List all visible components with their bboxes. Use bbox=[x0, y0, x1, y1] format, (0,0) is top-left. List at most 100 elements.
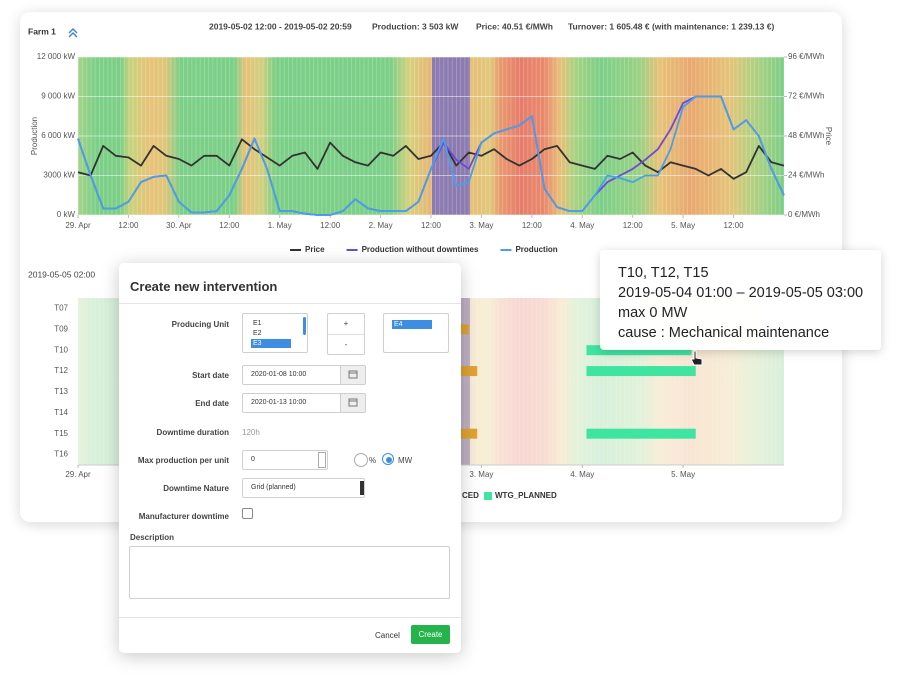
y2-tick-label: 72 €/MWh bbox=[788, 92, 824, 101]
modal-title: Create new intervention bbox=[130, 279, 278, 294]
unit-option[interactable]: E4 bbox=[392, 320, 432, 329]
label: Downtime duration bbox=[156, 428, 229, 437]
description-textarea[interactable] bbox=[129, 546, 450, 599]
x-tick-label: 30. Apr bbox=[166, 221, 192, 230]
tooltip: T10, T12, T15 2019-05-04 01:00 – 2019-05… bbox=[600, 250, 881, 350]
x-tick-label: 12:00 bbox=[320, 221, 341, 230]
x-tick-label: 12:00 bbox=[421, 221, 442, 230]
x-tick-label: 29. Apr bbox=[65, 470, 91, 479]
x-tick-label: 29. Apr bbox=[65, 221, 91, 230]
available-units[interactable]: E1 E2 E3 bbox=[242, 313, 308, 353]
start-date-input[interactable]: 2020-01-08 10:00 bbox=[242, 365, 342, 385]
scrollbar[interactable] bbox=[303, 317, 306, 335]
checkbox[interactable] bbox=[242, 508, 253, 519]
max-production-input[interactable]: 0 bbox=[242, 450, 328, 470]
x-tick-label: 12:00 bbox=[623, 221, 644, 230]
collapse-icon[interactable] bbox=[68, 28, 78, 38]
row-label: T16 bbox=[54, 450, 68, 459]
x-tick-label: 5. May bbox=[671, 221, 695, 230]
downtime-bar bbox=[586, 428, 696, 439]
y-tick-label: 12 000 kW bbox=[37, 52, 76, 61]
downtime-bar bbox=[586, 366, 696, 377]
row-label: T15 bbox=[54, 429, 68, 438]
legend-label: Production bbox=[515, 245, 557, 254]
tooltip-max: max 0 MW bbox=[618, 305, 688, 321]
intervention-modal: Create new intervention Producing Unit E… bbox=[119, 263, 461, 653]
header-production: Production: 3 503 kW bbox=[372, 21, 459, 31]
move-buttons: + - bbox=[327, 313, 365, 355]
y-tick-label: 6 000 kW bbox=[41, 131, 75, 140]
row-label: T13 bbox=[54, 387, 68, 396]
x-tick-label: 1. May bbox=[268, 221, 292, 230]
label: Producing Unit bbox=[171, 320, 229, 329]
y-tick-label: 9 000 kW bbox=[41, 92, 75, 101]
downtime-bar bbox=[456, 324, 469, 335]
header-turnover: Turnover: 1 605.48 € (with maintenance: … bbox=[568, 21, 774, 31]
x-tick-label: 4. May bbox=[570, 221, 594, 230]
unit-option[interactable]: E2 bbox=[253, 330, 262, 337]
header-period: 2019-05-02 12:00 - 2019-05-02 20:59 bbox=[209, 21, 352, 31]
row-label: T12 bbox=[54, 366, 68, 375]
cursor bbox=[690, 350, 703, 366]
x-tick-label: 2. May bbox=[369, 221, 393, 230]
radio-label: MW bbox=[398, 456, 413, 465]
row-label: T14 bbox=[54, 408, 68, 417]
tooltip-period: 2019-05-04 01:00 – 2019-05-05 03:00 bbox=[618, 285, 864, 301]
spinner[interactable] bbox=[318, 452, 326, 468]
y-axis-title: Production bbox=[30, 117, 39, 155]
x-tick-label: 12:00 bbox=[118, 221, 139, 230]
downtime-bar bbox=[456, 428, 478, 439]
end-date-input[interactable]: 2020-01-13 10:00 bbox=[242, 393, 342, 413]
radio-label: % bbox=[369, 456, 377, 465]
series-line bbox=[77, 95, 785, 216]
label: Description bbox=[130, 533, 175, 542]
row-label: T09 bbox=[54, 324, 68, 333]
label: End date bbox=[195, 399, 229, 408]
farm-name: Farm 1 bbox=[28, 26, 56, 36]
remove-button[interactable]: - bbox=[344, 340, 348, 349]
x-tick-label: 4. May bbox=[570, 470, 594, 479]
downtime-bar bbox=[456, 366, 478, 377]
unit-option[interactable]: E1 bbox=[253, 320, 262, 327]
label: Start date bbox=[192, 371, 229, 380]
y2-tick-label: 48 €/MWh bbox=[788, 131, 824, 140]
x-tick-label: 3. May bbox=[469, 221, 493, 230]
selected-units[interactable]: E4 bbox=[383, 313, 449, 353]
y-tick-label: 3000 kW bbox=[43, 171, 75, 180]
tooltip-cause: cause : Mechanical maintenance bbox=[618, 325, 830, 341]
x-tick-label: 12:00 bbox=[219, 221, 240, 230]
calendar-button[interactable] bbox=[340, 393, 366, 413]
row-label: T10 bbox=[54, 345, 68, 354]
legend-label: Production without downtimes bbox=[362, 245, 479, 254]
label: Max production per unit bbox=[137, 456, 229, 465]
row-label: T07 bbox=[54, 304, 68, 313]
add-button[interactable]: + bbox=[328, 314, 364, 335]
calendar-button[interactable] bbox=[340, 365, 366, 385]
legend-label: CED bbox=[462, 491, 479, 500]
select-arrow bbox=[360, 481, 364, 495]
nature-select[interactable]: Grid (planned) bbox=[242, 478, 365, 498]
separator bbox=[119, 303, 461, 304]
y2-tick-label: 96 €/MWh bbox=[788, 52, 824, 61]
x-tick-label: 5. May bbox=[671, 470, 695, 479]
separator bbox=[119, 617, 461, 618]
x-tick-label: 3. May bbox=[469, 470, 493, 479]
radio-checked[interactable] bbox=[382, 453, 394, 465]
series-line bbox=[77, 138, 785, 180]
label: Manufacturer downtime bbox=[138, 512, 229, 521]
gantt-title: 2019-05-05 02:00 bbox=[28, 269, 95, 279]
tooltip-units: T10, T12, T15 bbox=[618, 265, 709, 281]
legend-swatch bbox=[484, 492, 492, 500]
y2-axis-title: Price bbox=[824, 127, 833, 146]
unit-option[interactable]: E3 bbox=[251, 339, 291, 348]
create-button[interactable]: Create bbox=[411, 625, 450, 644]
y2-tick-label: 0 €/MWh bbox=[788, 210, 820, 219]
radio[interactable] bbox=[354, 453, 368, 467]
cancel-button[interactable]: Cancel bbox=[375, 631, 400, 640]
duration-value: 120h bbox=[242, 428, 260, 437]
header-price: Price: 40.51 €/MWh bbox=[476, 21, 553, 31]
downtime-bar bbox=[586, 345, 692, 356]
label: Downtime Nature bbox=[163, 484, 229, 493]
x-tick-label: 12:00 bbox=[522, 221, 543, 230]
